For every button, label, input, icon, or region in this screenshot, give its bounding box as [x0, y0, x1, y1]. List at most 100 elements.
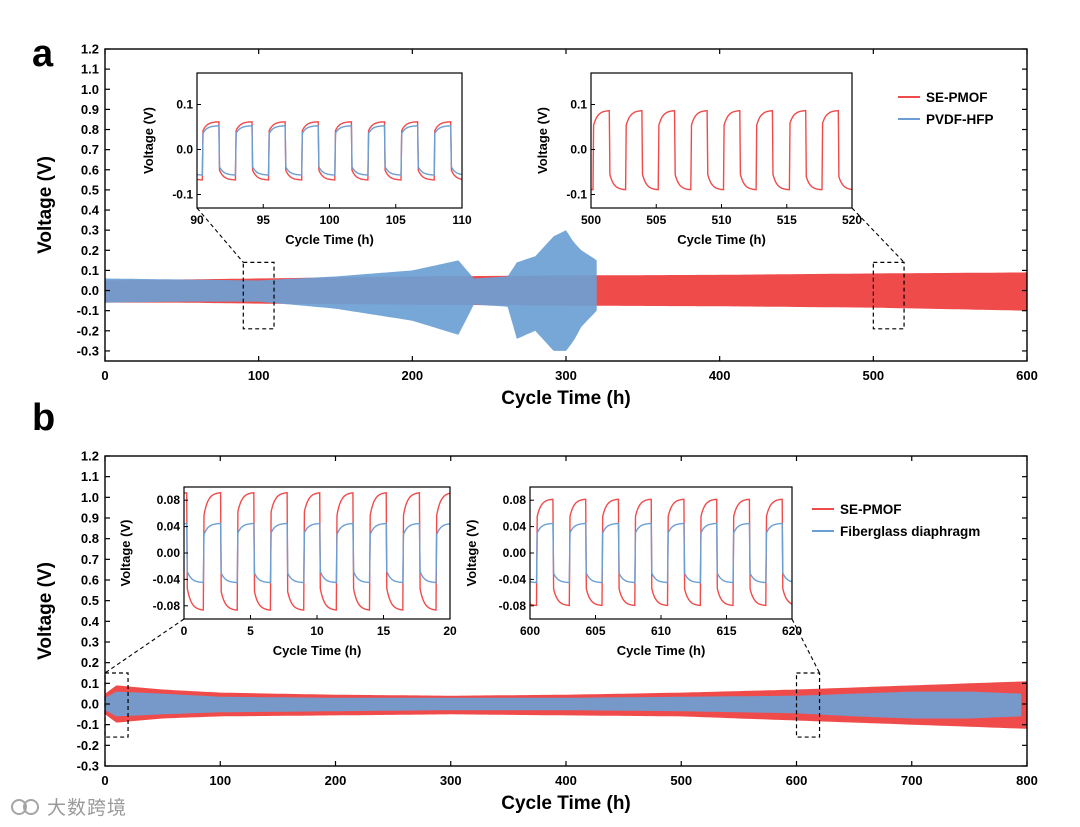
zoom-connector	[851, 207, 905, 263]
inset-x-tick-label: 510	[711, 213, 731, 227]
inset-x-tick-label: 90	[190, 213, 204, 227]
x-axis-label: Cycle Time (h)	[501, 793, 631, 814]
y-tick-label: -0.3	[77, 343, 99, 358]
inset-y-tick-label: 0.00	[503, 546, 527, 560]
zoom-connector	[196, 207, 244, 263]
inset-background	[197, 73, 462, 208]
zoom-box	[872, 261, 905, 330]
panel-label-b: b	[32, 397, 55, 439]
x-tick-label: 0	[101, 773, 108, 788]
y-tick-label: 0.9	[81, 511, 99, 526]
inset-y-axis-label: Voltage (V)	[118, 520, 133, 587]
watermark-logo-icon	[11, 799, 39, 815]
y-tick-label: 0.6	[81, 573, 99, 588]
inset-background	[591, 73, 852, 208]
y-tick-label: 1.2	[81, 42, 99, 57]
y-tick-label: 0.4	[81, 614, 100, 629]
zoom-box	[242, 261, 275, 330]
inset-x-tick-label: 105	[386, 213, 406, 227]
y-tick-label: 0.1	[81, 676, 99, 691]
inset-x-tick-label: 500	[581, 213, 601, 227]
y-tick-label: 0.0	[81, 283, 99, 298]
watermark: 大数跨境	[10, 793, 127, 820]
inset-y-tick-label: -0.08	[153, 599, 181, 613]
y-tick-label: 0.7	[81, 142, 99, 157]
y-tick-label: 0.3	[81, 635, 99, 650]
inset-y-tick-label: -0.08	[499, 599, 527, 613]
x-tick-label: 300	[440, 773, 462, 788]
inset-y-tick-label: -0.1	[566, 188, 587, 202]
inset-x-tick-label: 15	[377, 624, 391, 638]
inset-y-tick-label: -0.04	[153, 572, 181, 586]
panel-label-a: a	[32, 33, 54, 75]
y-tick-label: 0.1	[81, 263, 99, 278]
x-tick-label: 700	[901, 773, 923, 788]
y-tick-label: 1.2	[81, 449, 99, 464]
inset-y-tick-label: 0.1	[176, 98, 193, 112]
y-tick-label: 1.1	[81, 62, 99, 77]
inset-series-se-pmof	[591, 109, 853, 191]
zoom-box	[795, 672, 821, 738]
inset-y-tick-label: 0.0	[570, 143, 587, 157]
y-tick-label: 0.8	[81, 122, 99, 137]
legend-label: SE-PMOF	[926, 90, 988, 105]
y-tick-label: 0.0	[81, 697, 99, 712]
y-tick-label: 0.5	[81, 593, 99, 608]
inset-y-axis-label: Voltage (V)	[535, 107, 550, 174]
inset-series-se-pmof	[529, 498, 793, 607]
legend-label: Fiberglass diaphragm	[840, 524, 980, 539]
y-tick-label: -0.1	[77, 303, 99, 318]
y-tick-label: -0.3	[77, 759, 99, 774]
inset-y-tick-label: -0.1	[172, 188, 193, 202]
zoom-connector	[791, 618, 821, 674]
inset-series-fiberglass-diaphragm	[183, 522, 450, 584]
x-tick-label: 100	[209, 773, 231, 788]
inset-x-tick-label: 95	[257, 213, 271, 227]
inset-y-axis-label: Voltage (V)	[464, 520, 479, 587]
inset-background	[184, 487, 450, 619]
y-tick-label: -0.2	[77, 323, 99, 338]
x-tick-label: 500	[670, 773, 692, 788]
legend-label: SE-PMOF	[840, 502, 902, 517]
inset-x-tick-label: 100	[319, 213, 339, 227]
inset-x-tick-label: 10	[310, 624, 324, 638]
x-tick-label: 300	[555, 368, 577, 383]
y-tick-label: 0.8	[81, 531, 99, 546]
x-tick-label: 0	[101, 368, 108, 383]
x-axis-label: Cycle Time (h)	[501, 388, 631, 409]
y-tick-label: 1.0	[81, 82, 99, 97]
inset-x-axis-label: Cycle Time (h)	[285, 232, 374, 247]
inset-x-axis-label: Cycle Time (h)	[617, 643, 706, 658]
inset-x-tick-label: 0	[181, 624, 188, 638]
y-tick-label: 0.2	[81, 655, 99, 670]
inset-x-axis-label: Cycle Time (h)	[677, 232, 766, 247]
y-tick-label: 0.9	[81, 102, 99, 117]
series-pvdf-hfp-band	[105, 230, 597, 351]
inset-x-tick-label: 620	[782, 624, 802, 638]
inset-y-tick-label: -0.04	[499, 572, 527, 586]
inset-x-tick-label: 110	[452, 213, 472, 227]
x-tick-label: 600	[1016, 368, 1038, 383]
x-tick-label: 500	[862, 368, 884, 383]
x-tick-label: 400	[709, 368, 731, 383]
inset-y-tick-label: 0.08	[157, 493, 181, 507]
x-tick-label: 600	[786, 773, 808, 788]
y-tick-label: 0.5	[81, 182, 99, 197]
y-tick-label: -0.1	[77, 717, 99, 732]
inset-y-tick-label: 0.04	[157, 520, 181, 534]
zoom-connector	[104, 618, 185, 674]
inset-y-tick-label: 0.00	[157, 546, 181, 560]
y-tick-label: 0.4	[81, 203, 100, 218]
inset-y-tick-label: 0.1	[570, 98, 587, 112]
x-tick-label: 400	[555, 773, 577, 788]
inset-x-tick-label: 600	[520, 624, 540, 638]
inset-x-tick-label: 5	[247, 624, 254, 638]
y-tick-label: 0.6	[81, 162, 99, 177]
inset-background	[530, 487, 792, 619]
inset-y-tick-label: 0.0	[176, 143, 193, 157]
zoom-box	[104, 672, 129, 738]
inset-y-axis-label: Voltage (V)	[141, 107, 156, 174]
inset-series-fiberglass-diaphragm	[529, 522, 793, 584]
x-tick-label: 200	[401, 368, 423, 383]
